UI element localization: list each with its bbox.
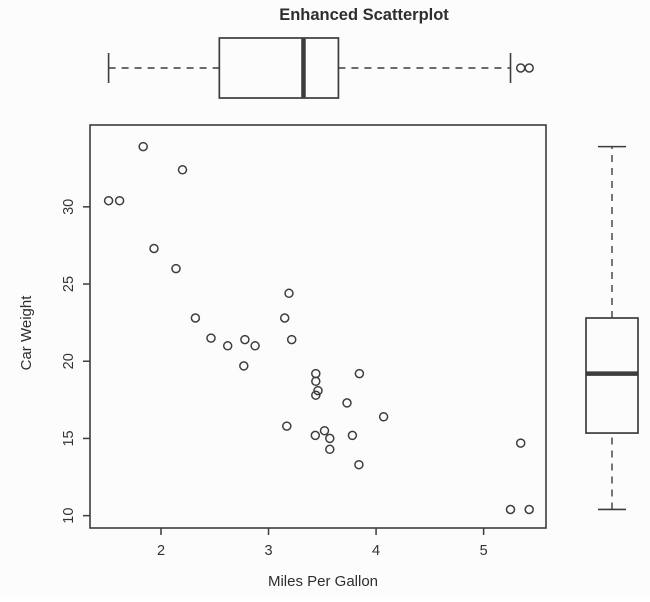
- scatter-point: [177, 165, 188, 175]
- scatter-point: [310, 430, 321, 441]
- scatter-point: [347, 430, 358, 441]
- y-axis-tick-label: 15: [61, 430, 77, 446]
- scatter-point: [342, 398, 352, 408]
- y-axis-tick-label: 25: [61, 276, 77, 292]
- x-boxplot-outlier: [524, 63, 534, 73]
- y-axis-label: Car Weight: [18, 295, 35, 371]
- scatter-point: [286, 334, 297, 345]
- scatter-point: [103, 195, 114, 206]
- scatter-point: [311, 368, 321, 379]
- x-boxplot-box: [218, 37, 340, 99]
- scatter-point: [378, 412, 389, 422]
- scatter-point: [240, 334, 250, 345]
- x-axis-tick-label: 5: [480, 543, 488, 559]
- x-boxplot-outlier: [515, 63, 526, 73]
- scatter-point: [138, 141, 148, 152]
- scatter-point: [222, 341, 233, 351]
- scatter-point: [284, 288, 294, 299]
- scatter-point: [190, 313, 201, 323]
- scatter-point: [279, 313, 290, 323]
- scatter-point: [325, 444, 335, 455]
- scatter-point: [311, 376, 321, 387]
- scatter-point: [149, 243, 159, 254]
- plot-border: [89, 124, 547, 529]
- x-axis-label: Miles Per Gallon: [268, 573, 378, 590]
- scatter-point: [206, 333, 216, 343]
- scatter-point: [239, 361, 249, 371]
- scatter-point: [354, 459, 364, 470]
- y-axis-tick-label: 20: [61, 353, 77, 369]
- scatter-point: [354, 368, 365, 379]
- x-axis-tick-label: 4: [372, 543, 380, 559]
- scatter-point: [311, 390, 321, 400]
- scatter-point: [524, 504, 534, 515]
- chart-title: Enhanced Scatterplot: [279, 6, 449, 24]
- y-axis-tick-label: 30: [61, 199, 77, 215]
- scatter-point: [319, 425, 330, 436]
- scatter-point: [313, 385, 323, 396]
- scatter-point: [325, 433, 335, 444]
- chart-generated-layer: 2 3 4 5 10 15 20 25 30: [61, 37, 639, 559]
- x-axis-tick-label: 2: [157, 543, 165, 559]
- scatter-point: [250, 341, 260, 351]
- y-axis-tick-label: 10: [61, 508, 77, 524]
- x-axis-tick-label: 3: [264, 543, 272, 559]
- scatter-point: [171, 263, 181, 274]
- scatter-point: [282, 421, 292, 431]
- scatter-point: [515, 438, 526, 448]
- scatter-point: [505, 504, 516, 515]
- scatter-point: [114, 195, 125, 206]
